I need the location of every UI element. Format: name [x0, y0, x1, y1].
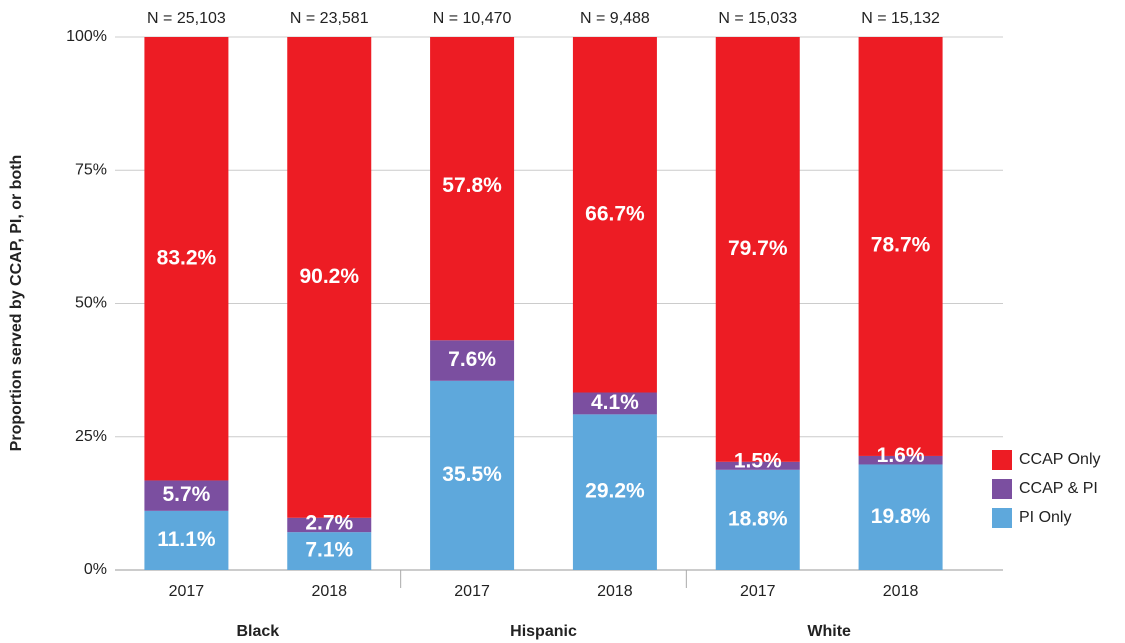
- data-label: 7.1%: [305, 539, 353, 562]
- n-label: N = 23,581: [290, 10, 369, 27]
- n-label: N = 25,103: [147, 10, 226, 27]
- bar-segment: [287, 532, 372, 570]
- bar-segment: [287, 37, 372, 518]
- bar-segment: [572, 414, 657, 570]
- data-label: 66.7%: [585, 202, 645, 225]
- x-tick-label: 2018: [311, 583, 347, 600]
- bar-segment: [144, 37, 229, 481]
- bar-segment: [144, 510, 229, 570]
- data-label: 90.2%: [299, 265, 359, 288]
- data-label: 1.5%: [734, 449, 782, 472]
- data-label: 1.6%: [877, 444, 925, 467]
- data-label: 35.5%: [442, 463, 502, 486]
- legend-swatch: [992, 450, 1012, 470]
- bar-segment: [144, 480, 229, 511]
- x-tick-label: 2017: [169, 583, 205, 600]
- x-tick-label: 2017: [454, 583, 490, 600]
- y-tick-label: 50%: [75, 295, 107, 312]
- y-tick-label: 75%: [75, 161, 107, 178]
- data-label: 18.8%: [728, 507, 788, 530]
- bar-segment: [430, 340, 515, 381]
- n-label: N = 9,488: [580, 10, 650, 27]
- legend-swatch: [992, 508, 1012, 528]
- bar-segment: [430, 37, 515, 341]
- data-label: 83.2%: [157, 246, 217, 269]
- data-label: 2.7%: [305, 512, 353, 535]
- data-label: 4.1%: [591, 391, 639, 414]
- data-label: 7.6%: [448, 348, 496, 371]
- bar-segment: [715, 461, 800, 470]
- x-tick-label: 2017: [740, 583, 776, 600]
- y-tick-label: 25%: [75, 428, 107, 445]
- y-tick-label: 100%: [66, 28, 107, 45]
- bar-segment: [858, 464, 943, 570]
- n-label: N = 10,470: [433, 10, 512, 27]
- bar-segment: [715, 37, 800, 462]
- legend-label: CCAP Only: [1019, 451, 1101, 468]
- group-label: Hispanic: [510, 623, 577, 640]
- legend-swatch: [992, 479, 1012, 499]
- bar-segment: [287, 517, 372, 533]
- bar-segment: [430, 380, 515, 570]
- data-label: 19.8%: [871, 505, 931, 528]
- bar-segment: [858, 455, 943, 465]
- x-tick-label: 2018: [597, 583, 633, 600]
- y-axis-label: Proportion served by CCAP, PI, or both: [8, 155, 25, 452]
- data-label: 79.7%: [728, 237, 788, 260]
- bar-segment: [715, 469, 800, 570]
- data-label: 29.2%: [585, 480, 645, 503]
- x-tick-label: 2018: [883, 583, 919, 600]
- bar-segment: [858, 37, 943, 456]
- n-label: N = 15,132: [861, 10, 940, 27]
- group-label: White: [807, 623, 851, 640]
- data-label: 5.7%: [162, 483, 210, 506]
- legend-label: CCAP & PI: [1019, 480, 1098, 497]
- y-tick-label: 0%: [84, 561, 107, 578]
- bar-segment: [572, 392, 657, 415]
- data-label: 11.1%: [157, 528, 216, 551]
- data-label: 57.8%: [442, 174, 502, 197]
- n-label: N = 15,033: [718, 10, 797, 27]
- data-label: 78.7%: [871, 234, 931, 257]
- legend-label: PI Only: [1019, 509, 1071, 526]
- group-label: Black: [236, 623, 279, 640]
- bar-segment: [572, 37, 657, 393]
